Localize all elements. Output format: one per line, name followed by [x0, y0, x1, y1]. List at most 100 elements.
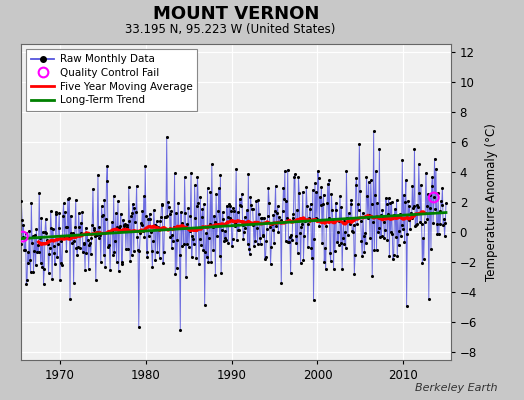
Point — [375, 225, 383, 232]
Point — [161, 214, 169, 220]
Point — [279, 184, 288, 191]
Point — [127, 252, 136, 258]
Point — [193, 174, 202, 180]
Point — [208, 161, 216, 168]
Point — [117, 259, 126, 266]
Point — [166, 211, 174, 217]
Point — [366, 235, 374, 241]
Point — [357, 238, 366, 244]
Point — [416, 219, 424, 225]
Point — [358, 253, 366, 260]
Point — [62, 248, 71, 254]
Point — [88, 235, 96, 241]
Point — [262, 238, 270, 244]
Point — [408, 183, 417, 190]
Point — [141, 213, 150, 219]
Point — [389, 252, 398, 258]
Point — [285, 239, 293, 246]
Point — [20, 246, 28, 253]
Point — [123, 223, 131, 230]
Legend: Raw Monthly Data, Quality Control Fail, Five Year Moving Average, Long-Term Tren: Raw Monthly Data, Quality Control Fail, … — [26, 49, 198, 110]
Point — [276, 217, 285, 224]
Point — [284, 238, 292, 245]
Point — [238, 190, 246, 197]
Point — [109, 252, 117, 258]
Point — [145, 210, 154, 217]
Point — [147, 248, 156, 254]
Point — [122, 245, 130, 252]
Point — [52, 211, 61, 217]
Point — [348, 228, 356, 234]
Point — [297, 260, 305, 266]
Point — [165, 203, 173, 210]
Point — [116, 223, 124, 230]
Point — [405, 203, 413, 209]
Point — [26, 269, 35, 275]
Point — [365, 178, 373, 185]
Point — [423, 216, 432, 222]
Point — [14, 220, 23, 226]
Point — [211, 272, 220, 278]
Point — [139, 193, 148, 199]
Point — [280, 196, 288, 202]
Point — [343, 214, 352, 221]
Point — [219, 209, 227, 215]
Point — [152, 223, 160, 229]
Point — [239, 236, 247, 242]
Point — [346, 220, 354, 227]
Point — [79, 248, 87, 255]
Point — [406, 226, 414, 232]
Point — [94, 235, 103, 242]
Point — [316, 202, 325, 208]
Point — [41, 229, 49, 236]
Point — [425, 205, 434, 211]
Point — [429, 220, 438, 226]
Point — [18, 234, 27, 240]
Point — [209, 224, 217, 230]
Point — [61, 208, 69, 215]
Point — [255, 211, 263, 217]
Title: MOUNT VERNON: MOUNT VERNON — [152, 5, 319, 23]
Point — [259, 232, 268, 238]
Point — [399, 192, 408, 198]
Point — [332, 200, 340, 206]
Point — [347, 197, 356, 203]
Point — [35, 190, 43, 196]
Point — [167, 208, 175, 214]
Point — [368, 273, 376, 280]
Point — [204, 258, 212, 265]
Point — [131, 218, 139, 225]
Point — [205, 221, 214, 227]
Point — [287, 270, 295, 276]
Point — [126, 258, 134, 264]
Point — [51, 208, 60, 215]
Point — [336, 240, 345, 246]
Point — [289, 210, 298, 217]
Point — [59, 200, 68, 206]
Point — [279, 207, 287, 214]
Point — [117, 210, 125, 217]
Point — [150, 222, 159, 228]
Point — [155, 254, 163, 261]
Point — [113, 224, 122, 230]
Point — [190, 240, 198, 247]
Point — [93, 229, 102, 236]
Point — [341, 229, 349, 235]
Point — [90, 225, 99, 231]
Point — [30, 248, 38, 254]
Point — [254, 197, 263, 204]
Point — [233, 209, 242, 215]
Point — [413, 221, 421, 228]
Point — [94, 171, 102, 178]
Point — [188, 233, 196, 239]
Point — [49, 226, 57, 232]
Point — [237, 202, 245, 209]
Point — [304, 221, 313, 228]
Point — [214, 207, 223, 214]
Point — [182, 274, 190, 280]
Point — [89, 186, 97, 192]
Point — [252, 198, 260, 204]
Point — [266, 224, 274, 230]
Point — [14, 239, 22, 245]
Point — [226, 203, 235, 209]
